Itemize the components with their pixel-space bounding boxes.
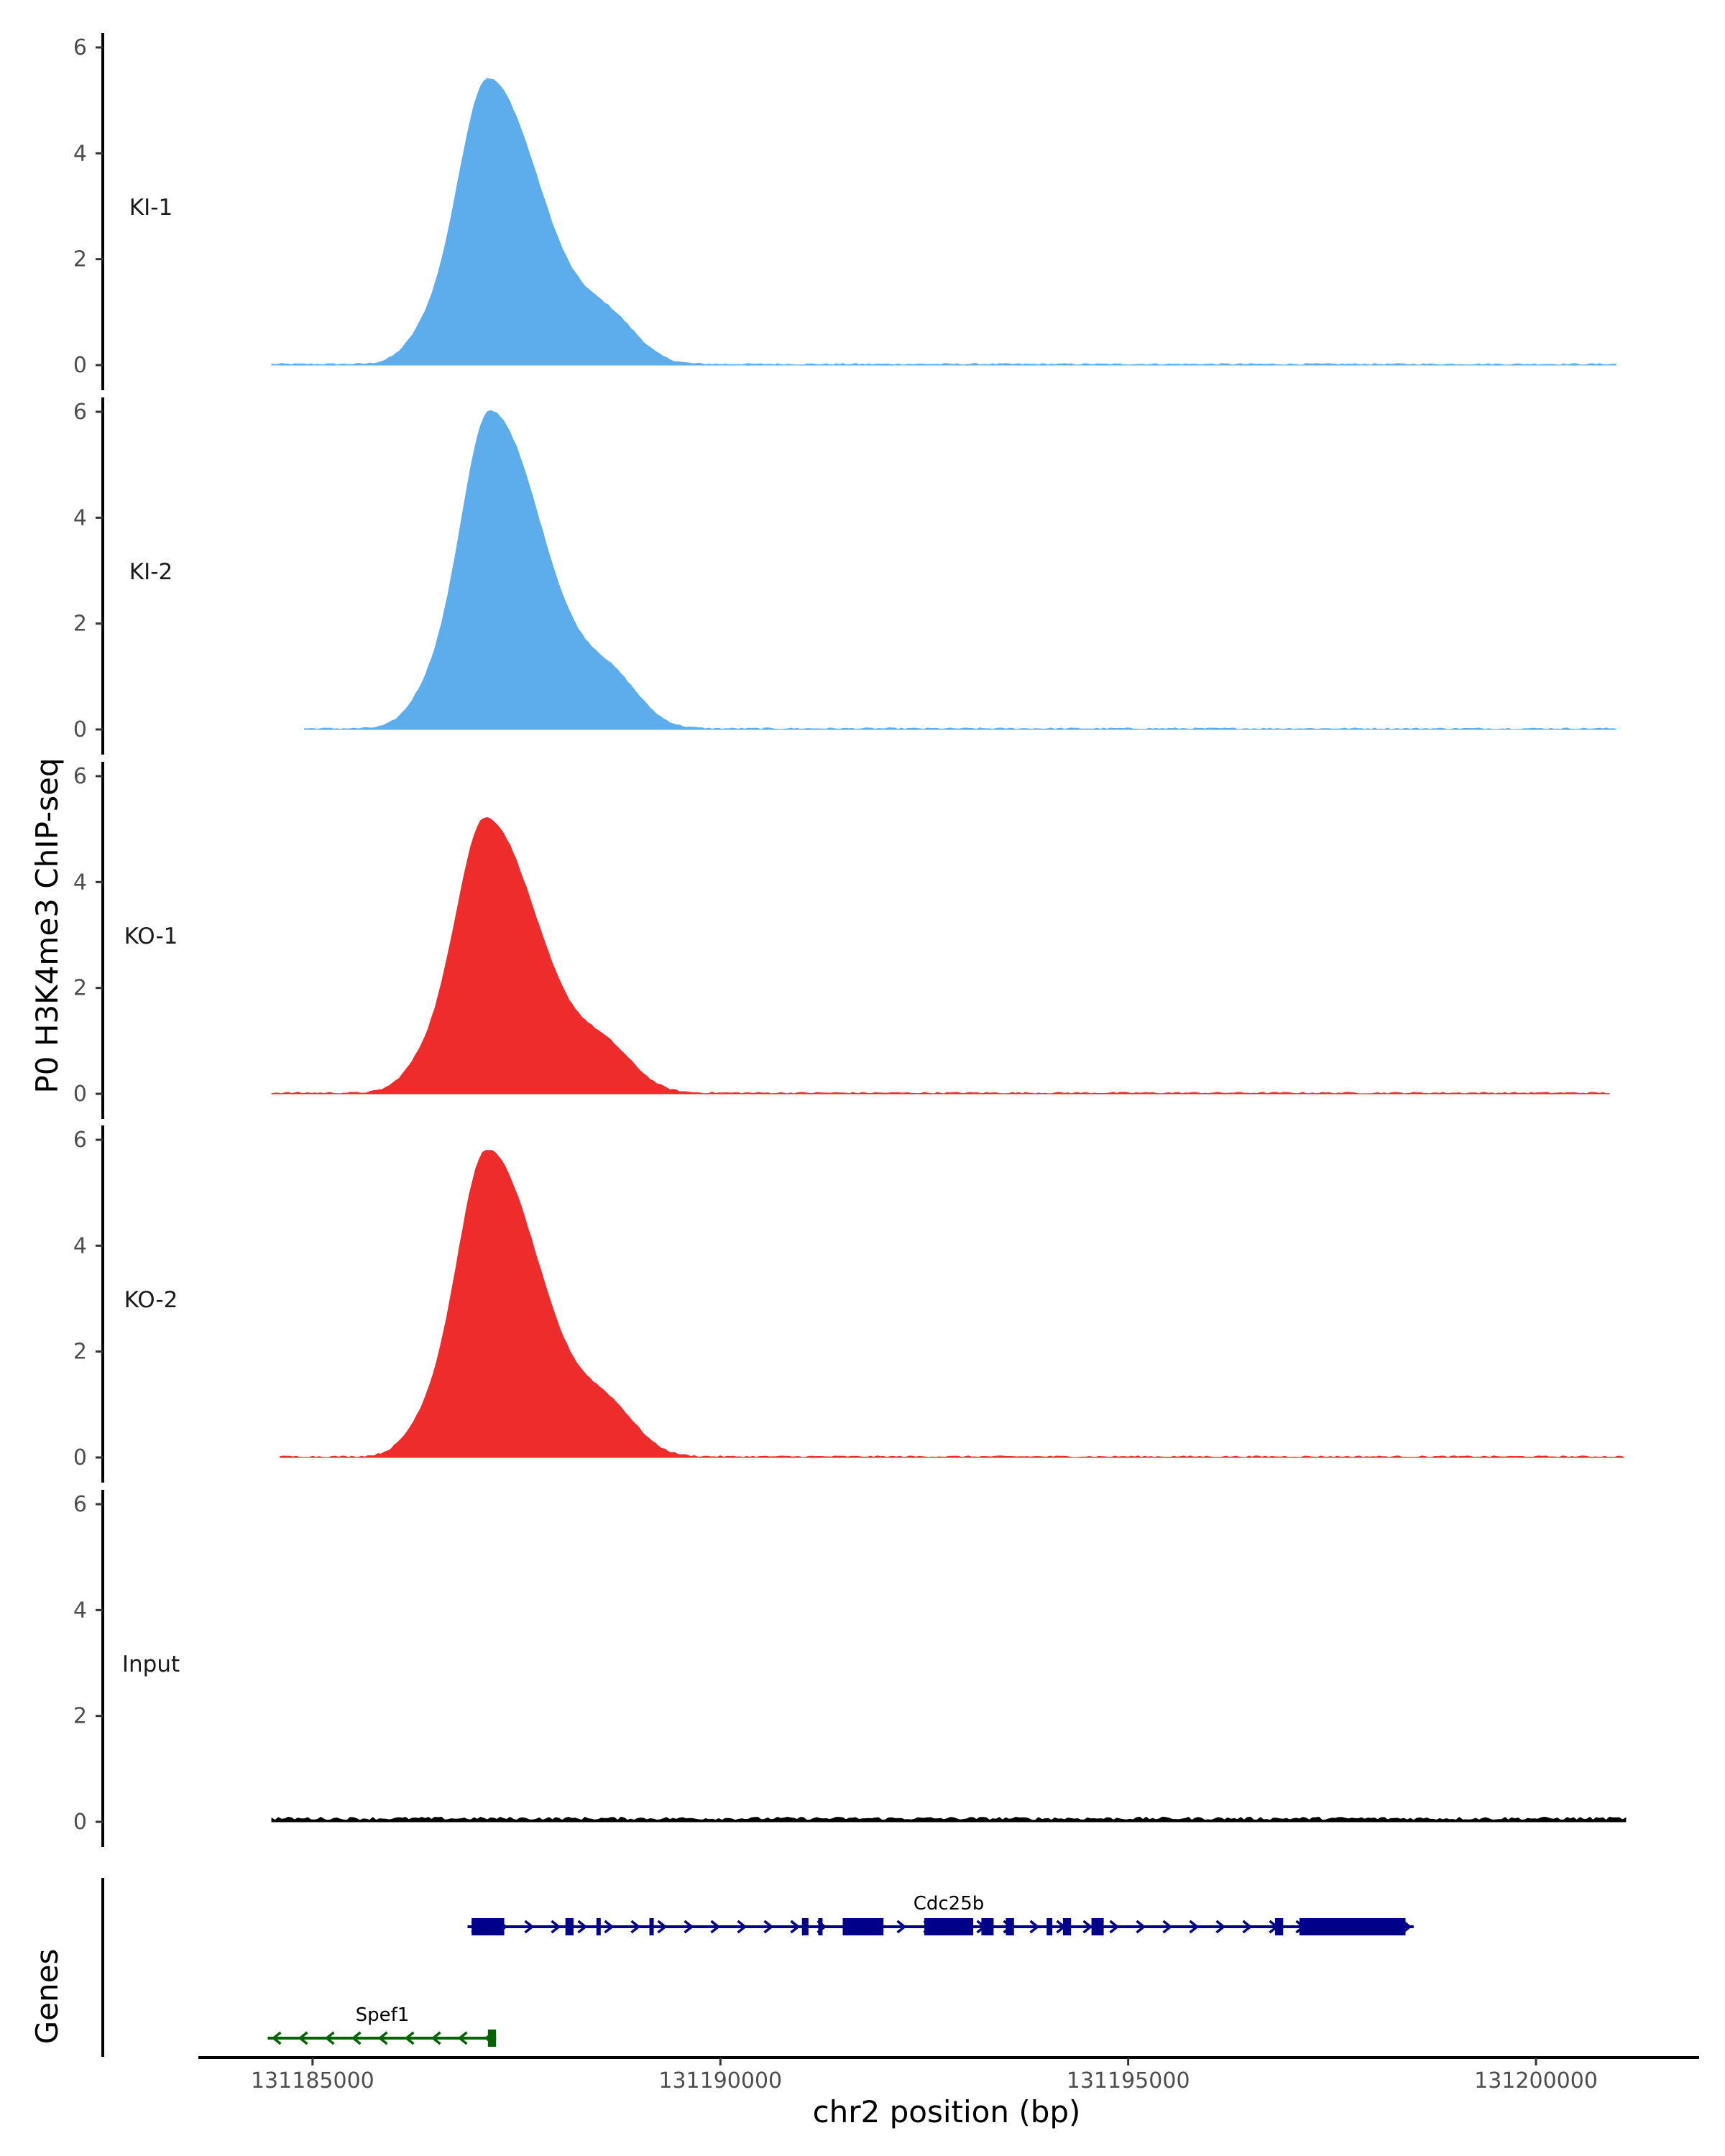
exon [565,1918,574,1935]
strand-arrow [431,2031,441,2045]
y-axis-title: P0 H3K4me3 ChIP-seq [29,757,65,1093]
track-ki-2: 0 2 4 6 KI-2 [73,397,1616,755]
y-tick-label: 4 [73,1598,87,1623]
strand-arrow [896,1920,907,1934]
track-ko-1: 0 2 4 6 KO-1 [73,762,1610,1119]
y-tick-label: 4 [73,505,87,530]
y-tick-label: 4 [73,141,87,166]
strand-arrow [710,1920,721,1934]
y-tick-label: 0 [73,353,87,378]
exon [1274,1918,1284,1935]
exon [1006,1918,1014,1935]
strand-arrow [604,1920,615,1934]
y-tick-label: 2 [73,1340,87,1365]
strand-arrow [1029,1920,1040,1934]
y-tick-label: 6 [73,400,87,425]
y-tick-label: 6 [73,764,87,789]
y-tick-label: 6 [73,1492,87,1517]
track-ki-1: 0 2 4 6 KI-1 [73,33,1616,390]
track-input: 0 2 4 6 Input [73,1490,1627,1847]
track-panels: 0 2 4 6 KI-1 0 2 4 6 KI-2 0 2 4 6 KO-1 0 2 4 6 KO-2 0 2 4 6 Inpu… [73,33,1627,1847]
exon [981,1918,994,1935]
strand-arrow [790,1920,801,1934]
y-tick-label: 2 [73,247,87,272]
exon [924,1918,974,1935]
coverage-area [271,1816,1627,1823]
x-tick-label: 131185000 [251,2068,374,2093]
gene-spef1: Spef1 [267,2004,497,2047]
strand-arrow [404,2031,415,2045]
coverage-area [304,410,1616,730]
y-tick-label: 2 [73,612,87,637]
exon [596,1918,601,1935]
strand-arrow [324,2031,335,2045]
x-axis-title: chr2 position (bp) [813,2094,1081,2129]
y-tick-label: 0 [73,717,87,742]
coverage-area [271,816,1610,1095]
y-tick-label: 6 [73,35,87,60]
x-tick-label: 131190000 [658,2068,782,2093]
strand-arrow [271,2031,282,2045]
strand-arrow [630,1920,641,1934]
exon [1299,1918,1406,1935]
strand-arrow [763,1920,774,1934]
exon [801,1918,809,1935]
exon [1046,1918,1053,1935]
track-label: KO-2 [124,1287,178,1313]
y-tick-label: 2 [73,1704,87,1729]
strand-arrow [1136,1920,1146,1934]
y-tick-label: 4 [73,870,87,895]
y-tick-label: 6 [73,1128,87,1153]
strand-arrow [1082,1920,1093,1934]
gene-track-title: Genes [29,1949,65,2045]
y-tick-label: 0 [73,1445,87,1470]
coverage-area [280,1150,1625,1458]
strand-arrow [551,1920,561,1934]
track-label: KO-1 [124,923,178,949]
exon [1091,1918,1104,1935]
strand-arrow [577,1920,588,1934]
track-ko-2: 0 2 4 6 KO-2 [73,1125,1625,1483]
strand-arrow [524,1920,535,1934]
gene-cdc25b: Cdc25b [467,1893,1414,1935]
x-tick-label: 131195000 [1067,2068,1190,2093]
exon [1062,1918,1072,1935]
gene-name: Spef1 [356,2004,410,2026]
track-label: KI-1 [129,195,172,221]
strand-arrow [298,2031,308,2045]
strand-arrow [1162,1920,1173,1934]
strand-arrow [1109,1920,1120,1934]
gene-name: Cdc25b [914,1893,985,1915]
strand-arrow [684,1920,694,1934]
strand-arrow [377,2031,388,2045]
strand-arrow [737,1920,748,1934]
strand-arrow [1242,1920,1253,1934]
strand-arrow [457,2031,468,2045]
track-label: KI-2 [129,559,172,585]
strand-arrow [1215,1920,1226,1934]
exon [487,2030,497,2047]
x-axis: 131185000 131190000 131195000 131200000 [198,2056,1699,2093]
coverage-area [271,78,1616,366]
gene-track: Cdc25b Spef1 [101,1878,1414,2057]
track-label: Input [122,1651,180,1677]
exon [842,1918,884,1935]
y-tick-label: 2 [73,976,87,1001]
exon [649,1918,654,1935]
y-tick-label: 0 [73,1082,87,1107]
strand-arrow [1189,1920,1200,1934]
exon [818,1918,823,1935]
exon [472,1918,505,1935]
strand-arrow [657,1920,668,1934]
strand-arrow [351,2031,362,2045]
y-tick-label: 0 [73,1810,87,1835]
y-tick-label: 4 [73,1233,87,1258]
x-tick-label: 131200000 [1474,2068,1598,2093]
